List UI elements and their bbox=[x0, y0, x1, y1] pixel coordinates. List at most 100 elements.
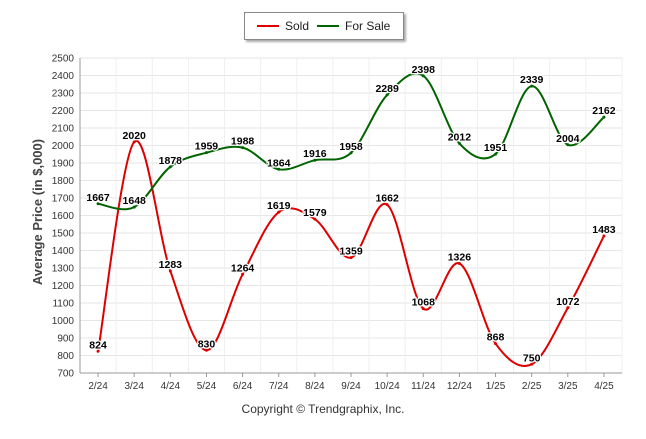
x-tick-label: 3/24 bbox=[124, 381, 144, 392]
data-label-for-sale: 1988 bbox=[231, 136, 255, 148]
y-axis-title: Average Price (in $,000) bbox=[30, 139, 45, 285]
y-tick-label: 1600 bbox=[52, 211, 75, 222]
data-label-for-sale: 1958 bbox=[339, 141, 363, 153]
legend-label-for-sale: For Sale bbox=[345, 19, 391, 33]
x-tick-label: 10/24 bbox=[375, 381, 400, 392]
data-point-for-sale bbox=[457, 141, 461, 145]
x-tick-label: 2/25 bbox=[522, 381, 542, 392]
data-point-for-sale bbox=[566, 143, 570, 147]
data-point-sold bbox=[421, 307, 425, 311]
data-label-sold: 1326 bbox=[448, 251, 472, 263]
y-tick-label: 1000 bbox=[52, 316, 75, 327]
data-point-sold bbox=[385, 203, 389, 207]
legend-item-for-sale: For Sale bbox=[317, 19, 390, 33]
data-point-sold bbox=[457, 261, 461, 265]
data-label-sold: 1068 bbox=[412, 297, 436, 309]
x-tick-label: 9/24 bbox=[341, 381, 361, 392]
x-tick-label: 4/24 bbox=[161, 381, 181, 392]
y-tick-label: 800 bbox=[57, 351, 74, 362]
data-label-for-sale: 2289 bbox=[375, 83, 399, 95]
data-label-for-sale: 1959 bbox=[195, 141, 219, 153]
y-tick-label: 2200 bbox=[52, 106, 75, 117]
y-tick-label: 1700 bbox=[52, 194, 75, 205]
y-tick-label: 2300 bbox=[52, 89, 75, 100]
legend-label-sold: Sold bbox=[285, 19, 310, 33]
y-tick-label: 900 bbox=[57, 334, 74, 345]
y-tick-label: 700 bbox=[57, 369, 74, 380]
data-point-for-sale bbox=[602, 115, 606, 119]
y-tick-label: 1500 bbox=[52, 229, 75, 240]
series-lines bbox=[96, 72, 606, 367]
data-label-for-sale: 2162 bbox=[592, 105, 616, 117]
data-label-sold: 1359 bbox=[339, 246, 363, 258]
x-tick-label: 4/25 bbox=[594, 381, 614, 392]
grid-lines bbox=[79, 57, 623, 374]
series-line-for-sale bbox=[97, 72, 605, 211]
data-label-sold: 1072 bbox=[556, 296, 580, 308]
data-point-sold bbox=[349, 256, 353, 260]
x-tick-label: 5/24 bbox=[197, 381, 217, 392]
data-point-sold bbox=[241, 272, 245, 276]
data-point-sold bbox=[313, 217, 317, 221]
data-label-for-sale: 1878 bbox=[159, 155, 183, 167]
data-point-sold bbox=[96, 349, 100, 353]
data-label-for-sale: 1951 bbox=[484, 142, 508, 154]
y-tick-label: 1900 bbox=[52, 159, 75, 170]
x-tick-label: 3/25 bbox=[558, 381, 578, 392]
data-point-for-sale bbox=[421, 74, 425, 78]
data-point-sold bbox=[204, 348, 208, 352]
y-tick-label: 1800 bbox=[52, 176, 75, 187]
data-label-for-sale: 1667 bbox=[86, 192, 110, 204]
data-label-sold: 830 bbox=[198, 338, 216, 350]
y-tick-label: 1200 bbox=[52, 281, 75, 292]
data-point-for-sale bbox=[349, 151, 353, 155]
legend-item-sold: Sold bbox=[257, 19, 309, 33]
data-point-sold bbox=[602, 234, 606, 238]
y-tick-label: 2100 bbox=[52, 124, 75, 135]
data-labels: 824 2020 1283 830 1264 1619 1579 1359 1662 1068 13… bbox=[85, 63, 617, 366]
y-tick-label: 2400 bbox=[52, 71, 75, 82]
data-point-for-sale bbox=[241, 146, 245, 150]
data-label-sold: 868 bbox=[487, 332, 505, 344]
data-label-for-sale: 2339 bbox=[520, 74, 544, 86]
y-tick-label: 2000 bbox=[52, 141, 75, 152]
data-point-sold bbox=[132, 140, 136, 144]
data-label-sold: 1283 bbox=[159, 259, 183, 271]
data-point-for-sale bbox=[96, 202, 100, 206]
axes: 700 800 900 1000 1100 1200 1300 1400 1500 1600 170… bbox=[52, 54, 622, 392]
y-tick-label: 2500 bbox=[52, 54, 75, 65]
data-point-sold bbox=[168, 269, 172, 273]
legend: Sold For Sale bbox=[244, 12, 404, 40]
data-point-for-sale bbox=[277, 167, 281, 171]
data-point-sold bbox=[277, 210, 281, 214]
data-point-for-sale bbox=[385, 93, 389, 97]
data-label-for-sale: 1916 bbox=[303, 148, 327, 160]
y-tick-label: 1100 bbox=[52, 299, 74, 310]
data-label-for-sale: 1864 bbox=[267, 157, 291, 169]
x-tick-label: 11/24 bbox=[411, 381, 436, 392]
data-label-sold: 1579 bbox=[303, 207, 327, 219]
copyright-footer: Copyright © Trendgraphix, Inc. bbox=[241, 402, 405, 416]
x-tick-label: 6/24 bbox=[233, 381, 253, 392]
legend-swatch-for-sale bbox=[317, 25, 339, 27]
data-point-for-sale bbox=[168, 165, 172, 169]
data-point-for-sale bbox=[313, 158, 317, 162]
data-point-for-sale bbox=[204, 151, 208, 155]
x-tick-label: 7/24 bbox=[269, 381, 289, 392]
data-label-sold: 1662 bbox=[375, 193, 399, 205]
series-line-sold bbox=[97, 139, 605, 367]
x-tick-label: 12/24 bbox=[447, 381, 472, 392]
data-label-sold: 750 bbox=[523, 352, 541, 364]
data-label-for-sale: 2012 bbox=[448, 131, 472, 143]
x-tick-label: 2/24 bbox=[88, 381, 108, 392]
y-tick-label: 1400 bbox=[52, 246, 75, 257]
y-tick-label: 1300 bbox=[52, 264, 75, 275]
data-label-sold: 1619 bbox=[267, 200, 291, 212]
data-label-sold: 2020 bbox=[123, 130, 147, 142]
x-tick-label: 1/25 bbox=[486, 381, 506, 392]
data-label-sold: 1483 bbox=[592, 224, 616, 236]
data-point-for-sale bbox=[530, 84, 534, 88]
data-point-sold bbox=[494, 342, 498, 346]
